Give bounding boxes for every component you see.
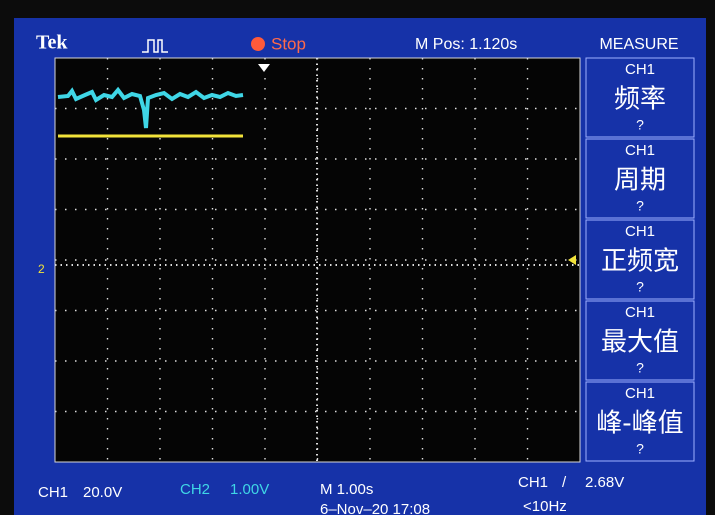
ch1-scale: 20.0V <box>83 484 122 501</box>
brand: Tek <box>36 32 68 54</box>
trigger-slope: / <box>562 474 567 491</box>
stop-indicator <box>251 37 265 51</box>
trigger-source: CH1 <box>518 474 548 491</box>
grid <box>55 58 580 462</box>
measure-value: ? <box>636 198 644 214</box>
menu-item <box>585 381 695 462</box>
ch1-label: CH1 <box>38 484 68 501</box>
channel-marker: 2 <box>38 262 45 276</box>
ch2-label: CH2 <box>180 481 210 498</box>
menu-item <box>585 219 695 300</box>
measure-name: 周期 <box>614 166 666 196</box>
measure-source: CH1 <box>625 385 655 402</box>
measure-name: 峰-峰值 <box>596 409 683 439</box>
measure-name: 最大值 <box>601 328 679 358</box>
measure-value: ? <box>636 279 644 295</box>
measure-value: ? <box>636 360 644 376</box>
measure-source: CH1 <box>625 61 655 78</box>
measure-source: CH1 <box>625 142 655 159</box>
menu-item <box>585 300 695 381</box>
trigger-position-marker <box>258 64 270 72</box>
measure-source: CH1 <box>625 223 655 240</box>
position: M Pos: 1.120s <box>415 36 517 53</box>
run-status: Stop <box>271 34 306 53</box>
measure-value: ? <box>636 117 644 133</box>
measure-source: CH1 <box>625 304 655 321</box>
frequency: <10Hz <box>523 498 567 515</box>
menu-title: MEASURE <box>599 36 678 53</box>
ch2-scale: 1.00V <box>230 481 269 498</box>
ch1-trace <box>57 86 244 129</box>
trigger-level: 2.68V <box>585 474 624 491</box>
trigger-level-marker <box>568 255 576 265</box>
menu-item <box>585 57 695 138</box>
acquisition-icon <box>142 39 168 53</box>
measure-name: 正频宽 <box>601 247 679 277</box>
menu-item <box>585 138 695 219</box>
measure-value: ? <box>636 441 644 457</box>
datetime: 6–Nov–20 17:08 <box>320 501 430 515</box>
timebase: M 1.00s <box>320 481 373 498</box>
measure-name: 频率 <box>614 85 666 115</box>
measure-menu: CH1 频率? CH1 周期? CH1 正频宽? CH1 最大值? CH1 峰-峰值? <box>585 57 695 462</box>
